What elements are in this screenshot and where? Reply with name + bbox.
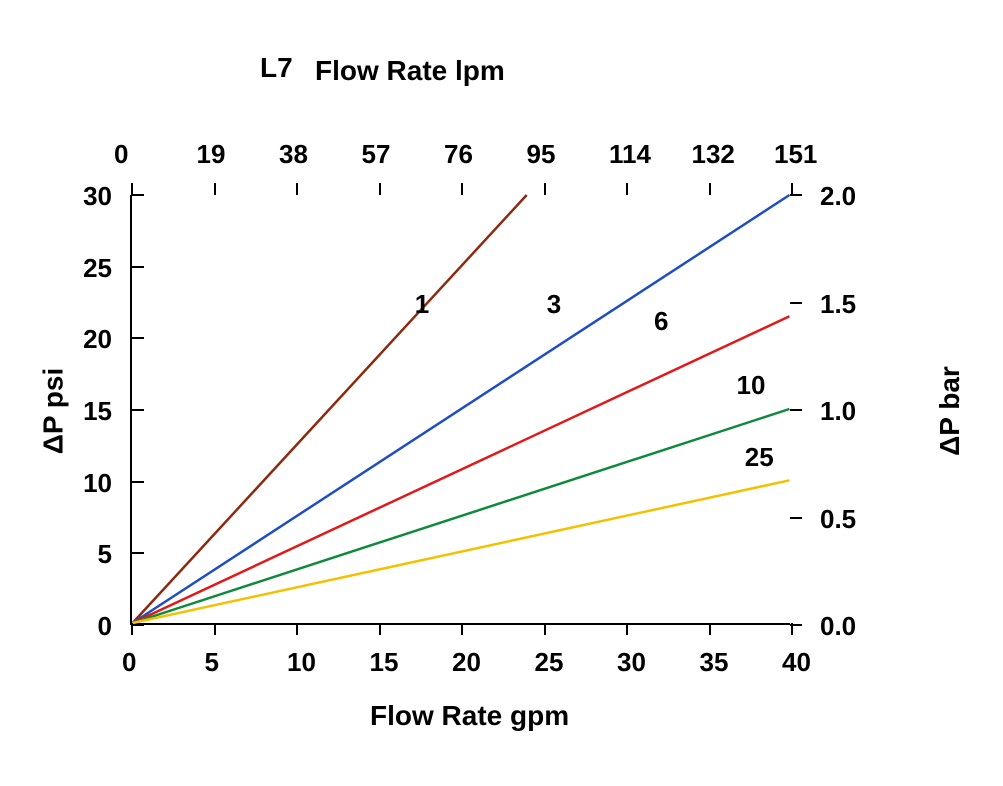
tick-bottom-label: 35 (700, 647, 729, 678)
tick-right (790, 624, 802, 626)
tick-right-label: 0.0 (820, 611, 856, 642)
chart-canvas: L7 Flow Rate lpm 05101520253035400193857… (0, 0, 1003, 786)
tick-left (132, 624, 144, 626)
tick-left-label: 15 (83, 396, 112, 427)
tick-bottom (709, 623, 711, 635)
tick-bottom-label: 20 (452, 647, 481, 678)
tick-left-label: 0 (98, 611, 112, 642)
series-label-6: 6 (654, 306, 668, 337)
tick-top-label: 0 (114, 139, 128, 170)
tick-left (132, 481, 144, 483)
tick-bottom (214, 623, 216, 635)
tick-top (709, 183, 711, 195)
tick-left-label: 25 (83, 253, 112, 284)
tick-top-label: 151 (774, 139, 817, 170)
series-label-1: 1 (415, 289, 429, 320)
tick-bottom-label: 0 (122, 647, 136, 678)
tick-top (544, 183, 546, 195)
chart-prefix: L7 (260, 52, 293, 84)
x-bottom-axis-label: Flow Rate gpm (370, 700, 569, 732)
tick-top-label: 76 (444, 139, 473, 170)
tick-bottom-label: 25 (535, 647, 564, 678)
tick-top-label: 57 (362, 139, 391, 170)
top-axis-title: Flow Rate lpm (315, 55, 505, 87)
tick-left-label: 30 (83, 181, 112, 212)
tick-right-label: 2.0 (820, 181, 856, 212)
tick-top-label: 95 (527, 139, 556, 170)
tick-bottom (296, 623, 298, 635)
tick-left (132, 337, 144, 339)
tick-top (626, 183, 628, 195)
tick-right (790, 409, 802, 411)
series-line-3 (133, 195, 790, 623)
tick-bottom (544, 623, 546, 635)
tick-top (296, 183, 298, 195)
tick-right (790, 194, 802, 196)
tick-right-label: 1.5 (820, 289, 856, 320)
series-label-10: 10 (737, 370, 766, 401)
tick-top-label: 19 (197, 139, 226, 170)
tick-left-label: 10 (83, 468, 112, 499)
tick-top-label: 38 (279, 139, 308, 170)
tick-left (132, 409, 144, 411)
tick-bottom-label: 15 (370, 647, 399, 678)
y-right-axis-label: ΔP bar (934, 366, 966, 456)
tick-right-label: 1.0 (820, 396, 856, 427)
tick-top (461, 183, 463, 195)
tick-bottom (626, 623, 628, 635)
series-label-3: 3 (547, 289, 561, 320)
tick-bottom-label: 10 (287, 647, 316, 678)
series-line-6 (133, 316, 790, 623)
tick-bottom (461, 623, 463, 635)
tick-top-label: 114 (609, 139, 651, 170)
series-label-25: 25 (745, 442, 774, 473)
tick-left (132, 266, 144, 268)
tick-right-label: 0.5 (820, 504, 856, 535)
tick-right (790, 302, 802, 304)
series-line-25 (133, 480, 790, 623)
tick-top-label: 132 (692, 139, 735, 170)
tick-left (132, 194, 144, 196)
tick-top (379, 183, 381, 195)
y-left-axis-label: ΔP psi (37, 368, 69, 455)
tick-left-label: 20 (83, 324, 112, 355)
tick-left-label: 5 (98, 539, 112, 570)
tick-bottom-label: 40 (782, 647, 811, 678)
tick-right (790, 517, 802, 519)
tick-bottom (379, 623, 381, 635)
plot-area: 0510152025303540019385776951141321510510… (130, 195, 790, 625)
chart-lines (132, 195, 790, 623)
tick-bottom-label: 5 (205, 647, 219, 678)
tick-bottom-label: 30 (617, 647, 646, 678)
tick-top (214, 183, 216, 195)
tick-left (132, 552, 144, 554)
